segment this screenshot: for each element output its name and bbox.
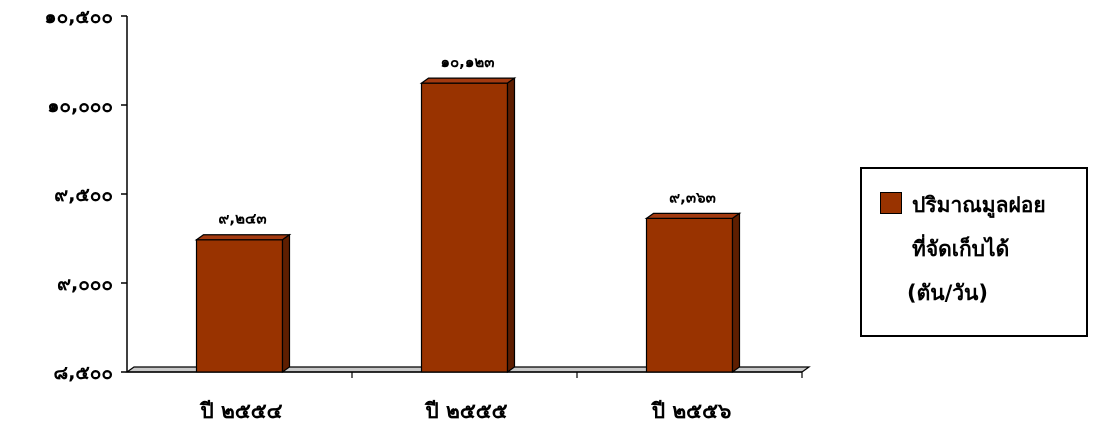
x-category-label: ปี ๒๕๕๔ [199, 399, 283, 423]
x-category-label: ปี ๒๕๕๕ [424, 399, 508, 423]
y-tick-label: ๑๐,๐๐๐ [47, 95, 113, 117]
legend-line-3: (ตัน/วัน) [907, 281, 989, 305]
bar-top-face [419, 77, 517, 84]
y-tick-label: ๙,๕๐๐ [54, 184, 113, 206]
legend-swatch [880, 192, 902, 214]
data-label: ๙,๓๖๓ [669, 188, 716, 206]
bar [645, 217, 734, 373]
legend: ปริมาณมูลฝอย ที่จัดเก็บได้ (ตัน/วัน) [860, 167, 1088, 337]
bar-side-face [506, 76, 516, 374]
legend-line-2: ที่จัดเก็บได้ [912, 237, 1010, 261]
bars [194, 76, 742, 374]
x-category-label: ปี ๒๕๕๖ [650, 399, 731, 423]
data-label: ๙,๒๔๓ [218, 210, 266, 228]
bar-top-face [644, 212, 742, 219]
bar [195, 239, 284, 373]
axes: ๘,๕๐๐ ๙,๐๐๐ ๙,๕๐๐ ๑๐,๐๐๐ ๑๐,๕๐๐ [45, 6, 811, 384]
bar [420, 82, 509, 373]
data-label: ๑๐,๑๒๓ [440, 53, 494, 71]
y-tick-label: ๙,๐๐๐ [57, 273, 113, 295]
legend-line-1: ปริมาณมูลฝอย [912, 193, 1046, 217]
bar-side-face [281, 233, 291, 374]
bar-top-face [194, 234, 292, 241]
y-tick-label: ๑๐,๕๐๐ [45, 6, 113, 28]
y-tick-label: ๘,๕๐๐ [54, 362, 113, 384]
bar-side-face [731, 212, 741, 374]
